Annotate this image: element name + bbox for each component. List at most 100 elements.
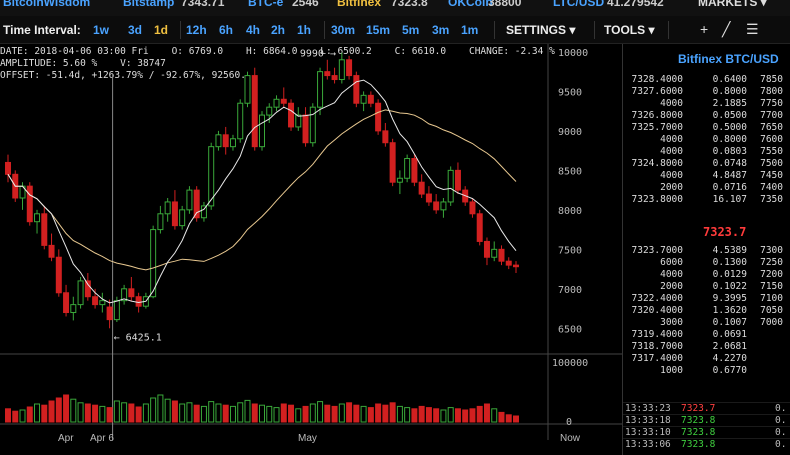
volume-bar	[295, 408, 302, 423]
volume-bar	[179, 403, 186, 423]
candle-body	[273, 98, 280, 108]
orderbook-cell: 4000	[660, 98, 683, 109]
candle-body	[193, 189, 200, 219]
orderbook-cell: 2.1885	[712, 98, 747, 109]
interval-1d[interactable]: 1d	[154, 23, 169, 37]
volume-bar	[12, 410, 19, 423]
candle-body	[237, 102, 244, 140]
candle-body	[440, 201, 447, 211]
interval-3d[interactable]: 3d	[128, 23, 143, 37]
orderbook-cell: 1000	[660, 365, 683, 376]
interval-6h[interactable]: 6h	[219, 23, 234, 37]
volume-bar	[200, 405, 207, 423]
ticker-item[interactable]: 2546	[292, 0, 319, 9]
candle-body	[505, 260, 512, 266]
interval-3m[interactable]: 3m	[432, 23, 450, 37]
interval-4h[interactable]: 4h	[246, 23, 261, 37]
volume-bar	[389, 402, 396, 423]
market-ticker-bar: BitcoinWisdom Bitstamp 7343.71 BTC-e 2546 Bit…	[0, 0, 790, 16]
ticker-item[interactable]: BitcoinWisdom	[3, 0, 91, 9]
ticker-item[interactable]: Bitfinex	[337, 0, 382, 9]
interval-30m[interactable]: 30m	[331, 23, 356, 37]
interval-12h[interactable]: 12h	[186, 23, 207, 37]
candle-body	[63, 292, 70, 314]
volume-bar	[462, 409, 469, 423]
ask-row: 7328.4000 0.6400 7850	[623, 74, 790, 86]
ticker-item[interactable]: MARKETS ▾	[698, 0, 767, 9]
orderbook-cell: 0.6400	[712, 74, 747, 85]
volume-bar	[273, 407, 280, 423]
ticker-item[interactable]: OKCoin	[448, 0, 493, 9]
interval-1h[interactable]: 1h	[297, 23, 312, 37]
orderbook-cell: 7323.7000	[631, 245, 683, 256]
orderbook-cell: 7328.4000	[631, 74, 683, 85]
candle-body	[396, 177, 403, 183]
volume-bar	[513, 415, 519, 423]
ask-row: 4000 2.1885 7750	[623, 98, 790, 110]
orderbook-cell: 4000	[660, 134, 683, 145]
volume-bar	[77, 402, 84, 423]
orderbook-cell: 4000	[660, 170, 683, 181]
bid-row: 4000 0.0129 7200	[623, 269, 790, 281]
orderbook-cell: 6000	[660, 257, 683, 268]
candle-body	[92, 296, 99, 306]
volume-bar	[411, 408, 418, 423]
ticker-item[interactable]: BTC-e	[248, 0, 284, 9]
orderbook-cell: 4000	[660, 269, 683, 280]
orderbook-cell: 7750	[760, 98, 783, 109]
interval-15m[interactable]: 15m	[366, 23, 391, 37]
orderbook-cell: 7550	[760, 146, 783, 157]
candle-body	[375, 102, 382, 132]
candle-body	[454, 169, 461, 191]
volume-bar	[382, 404, 389, 423]
candle-info-line1: DATE: 2018-04-06 03:00 Fri O: 6769.0 H: …	[0, 46, 555, 57]
volume-bar	[142, 403, 149, 423]
ticker-item[interactable]: LTC/USD	[553, 0, 605, 9]
ticker-item[interactable]: Bitstamp	[123, 0, 175, 9]
ticker-item[interactable]: 41.279542	[607, 0, 664, 9]
bid-row: 7318.7000 2.0681	[623, 341, 790, 353]
orderbook-cell: 7319.4000	[631, 329, 683, 340]
orderbook-cell: 7350	[760, 194, 783, 205]
price-chart[interactable]: 10000 9500 9000 8500 8000 7500 7000 6500 100000 0…	[0, 44, 622, 455]
volume-bar	[280, 403, 287, 423]
volume-bar	[63, 394, 70, 423]
volume-bar	[55, 397, 62, 423]
ticker-item[interactable]: 38800	[488, 0, 522, 9]
volume-bar	[447, 407, 454, 423]
y-tick-label: 10000	[558, 48, 588, 59]
ticker-item[interactable]: 7323.8	[391, 0, 428, 9]
tools-menu[interactable]: TOOLS ▾	[604, 23, 655, 37]
volume-bar	[244, 399, 251, 423]
crosshair-icon[interactable]: +	[700, 21, 709, 37]
trade-cell: 7323.8	[681, 415, 716, 426]
volume-bar	[48, 400, 55, 423]
volume-bar	[92, 404, 99, 423]
y-tick-label: 7500	[558, 245, 582, 256]
interval-5m[interactable]: 5m	[402, 23, 420, 37]
menu-lines-icon[interactable]: ☰	[746, 21, 759, 37]
orderbook-cell: 7322.4000	[631, 293, 683, 304]
orderbook-cell: 0.5000	[712, 122, 747, 133]
candle-body	[55, 256, 62, 294]
volume-bar	[121, 402, 128, 423]
volume-bar	[505, 414, 512, 423]
candle-body	[404, 158, 411, 179]
interval-2h[interactable]: 2h	[271, 23, 286, 37]
orderbook-cell: 7650	[760, 122, 783, 133]
line-draw-icon[interactable]: ╱	[722, 21, 731, 37]
candle-body	[186, 189, 193, 211]
candle-body	[77, 280, 84, 306]
interval-1m[interactable]: 1m	[461, 23, 479, 37]
volume-bar	[440, 409, 447, 423]
interval-1w[interactable]: 1w	[93, 23, 110, 37]
candle-body	[309, 106, 316, 144]
last-price: 7323.7	[703, 225, 747, 239]
orderbook-cell: 3000	[660, 317, 683, 328]
orderbook-cell: 7050	[760, 305, 783, 316]
orderbook-cell: 0.8000	[712, 134, 747, 145]
settings-menu[interactable]: SETTINGS ▾	[506, 23, 576, 37]
candle-body	[498, 248, 505, 262]
ticker-item[interactable]: 7343.71	[181, 0, 225, 9]
orderbook-cell: 7450	[760, 170, 783, 181]
